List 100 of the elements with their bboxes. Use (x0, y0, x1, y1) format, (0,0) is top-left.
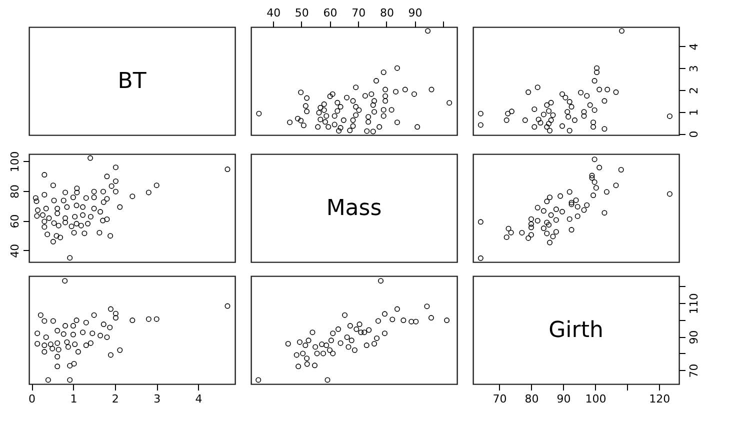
point (564, 109, 570, 115)
y-tick-label: 60 (8, 214, 22, 228)
x-tick-label: 50 (294, 6, 309, 20)
point (532, 124, 538, 130)
point (42, 318, 48, 324)
point (572, 117, 578, 123)
x-tick-label: 100 (585, 392, 606, 406)
point (310, 330, 316, 336)
point (312, 362, 318, 368)
point (587, 102, 593, 108)
point (324, 377, 330, 383)
point (548, 100, 554, 106)
point (508, 230, 514, 236)
point (578, 90, 584, 96)
point (64, 339, 70, 345)
point (560, 208, 565, 214)
point (98, 332, 104, 338)
point (536, 116, 542, 122)
point (590, 192, 596, 198)
point (42, 349, 48, 355)
point (312, 344, 318, 350)
point (50, 318, 56, 324)
point (566, 114, 572, 120)
point (90, 330, 96, 336)
y-tick-label: 40 (8, 244, 22, 258)
x-tick-label: 80 (380, 6, 394, 20)
point (67, 377, 73, 383)
point (547, 128, 553, 134)
point (528, 224, 534, 230)
point (400, 318, 406, 324)
point (224, 303, 230, 309)
point (573, 197, 579, 203)
point (328, 338, 334, 344)
point (596, 164, 602, 170)
point (50, 346, 56, 352)
point (553, 206, 559, 212)
x-tick-label: 120 (649, 392, 670, 406)
point (618, 167, 624, 172)
point (534, 204, 540, 210)
point (581, 109, 587, 115)
point (154, 316, 160, 322)
point (548, 212, 554, 218)
point (43, 334, 49, 340)
point (390, 316, 396, 322)
point (112, 315, 118, 320)
point (444, 318, 450, 324)
point (562, 94, 568, 100)
point (528, 232, 534, 238)
x-tick-label: 4 (195, 392, 202, 406)
point (60, 331, 66, 337)
point (314, 350, 320, 356)
point (304, 361, 310, 367)
point (347, 323, 353, 329)
point (546, 108, 552, 114)
point (108, 306, 114, 312)
point (342, 312, 348, 318)
point (584, 93, 590, 99)
point (566, 128, 572, 134)
y-tick-label: 100 (8, 151, 22, 172)
point (548, 117, 554, 123)
point (547, 240, 553, 246)
point (506, 226, 512, 232)
point (74, 318, 80, 324)
point (319, 342, 325, 347)
point (54, 340, 60, 346)
point (34, 330, 40, 336)
point (581, 113, 587, 119)
point (478, 122, 484, 128)
point (330, 350, 336, 356)
point (83, 320, 89, 326)
point (553, 229, 559, 235)
point (336, 326, 342, 332)
point (505, 110, 511, 116)
y-tick-label: 80 (8, 184, 22, 198)
point (354, 326, 360, 332)
point (71, 360, 77, 366)
point (522, 117, 528, 123)
point (364, 342, 370, 348)
point (592, 107, 598, 113)
point (42, 342, 48, 348)
point (602, 126, 608, 132)
y-tick-label: 1 (688, 108, 700, 116)
point (544, 198, 550, 204)
point (394, 306, 400, 312)
text: Girth (548, 318, 604, 343)
y-tick-label: 2 (688, 86, 700, 94)
point (534, 218, 540, 224)
x-tick-label: 90 (556, 392, 571, 406)
point (34, 341, 40, 346)
point (666, 191, 672, 197)
point (519, 230, 525, 236)
point (67, 362, 73, 368)
point (581, 207, 587, 213)
point (592, 156, 598, 162)
point (558, 193, 564, 199)
point (294, 352, 300, 358)
point (592, 78, 598, 84)
point (75, 349, 81, 355)
point (285, 341, 291, 346)
point (613, 182, 619, 188)
